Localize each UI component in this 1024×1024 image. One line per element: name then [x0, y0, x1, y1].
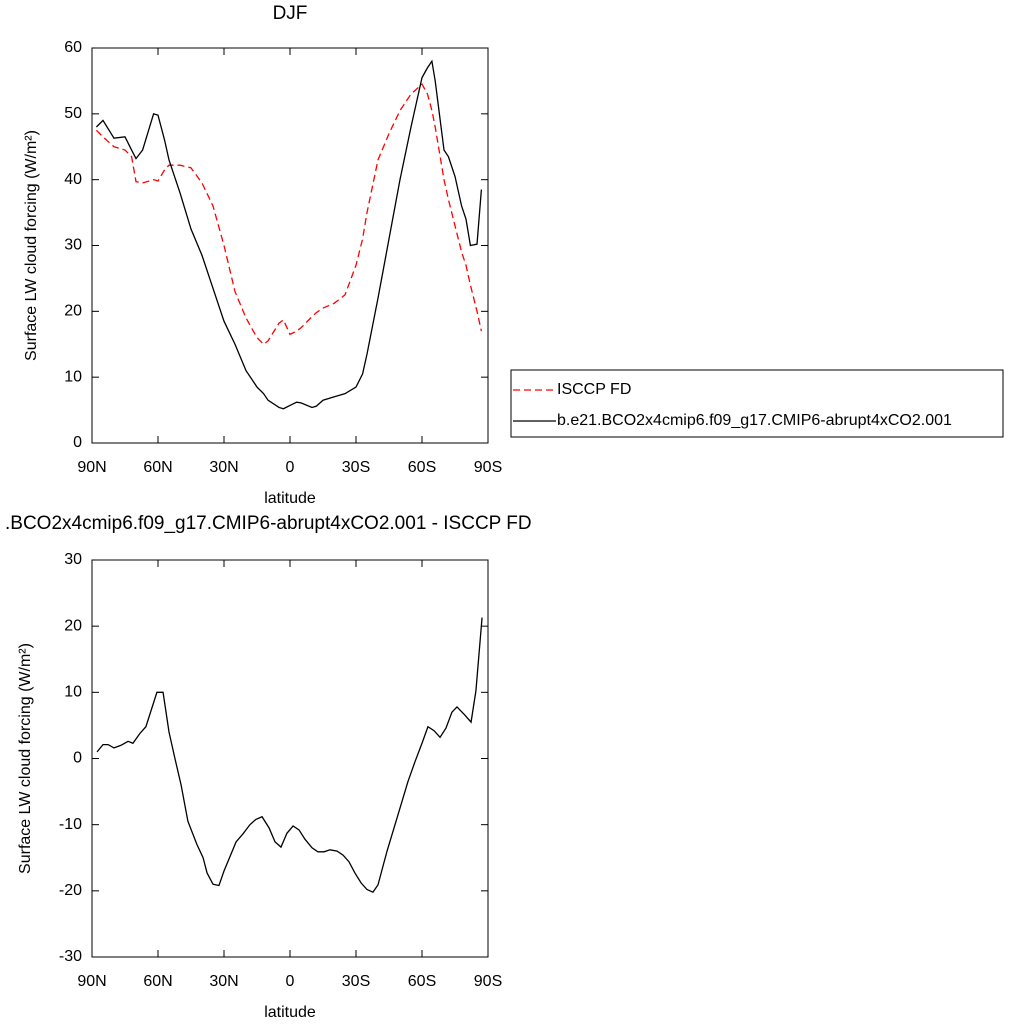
x-tick-label: 30S	[342, 459, 370, 476]
x-tick-label: 60S	[408, 459, 436, 476]
x-tick-label: 30N	[209, 459, 238, 476]
x-axis-label: latitude	[264, 490, 316, 507]
y-tick-label: 0	[73, 434, 82, 451]
plot-frame	[91, 47, 489, 444]
legend-label: b.e21.BCO2x4cmip6.f09_g17.CMIP6-abrupt4x…	[557, 412, 952, 429]
y-tick-label: 30	[64, 551, 82, 568]
y-tick-label: 10	[64, 684, 82, 701]
series-line	[95, 83, 483, 346]
y-tick-label: 10	[64, 368, 82, 385]
y-axis-label: Surface LW cloud forcing (W/m²)	[17, 643, 34, 874]
plot-frame	[91, 559, 489, 958]
y-tick-label: -10	[59, 816, 82, 833]
x-tick-label: 90S	[474, 459, 502, 476]
x-axis-label: latitude	[264, 1004, 316, 1021]
x-tick-label: 60N	[143, 459, 172, 476]
chart-title: .BCO2x4cmip6.f09_g17.CMIP6-abrupt4xCO2.0…	[5, 513, 532, 534]
series-line	[96, 617, 483, 893]
x-tick-label: 90S	[474, 973, 502, 990]
chart-title: DJF	[273, 3, 308, 24]
y-tick-label: 30	[64, 237, 82, 254]
y-tick-label: -30	[59, 948, 82, 965]
x-tick-label: 30S	[342, 973, 370, 990]
y-tick-label: 50	[64, 105, 82, 122]
x-tick-label: 60N	[143, 973, 172, 990]
y-tick-label: 20	[64, 617, 82, 634]
x-tick-label: 60S	[408, 973, 436, 990]
x-tick-label: 90N	[77, 459, 106, 476]
x-tick-label: 0	[286, 459, 295, 476]
series-line	[95, 59, 483, 410]
x-tick-label: 30N	[209, 973, 238, 990]
legend-box	[510, 369, 1004, 438]
x-tick-label: 90N	[77, 973, 106, 990]
y-axis-label: Surface LW cloud forcing (W/m²)	[23, 130, 40, 361]
legend-label: ISCCP FD	[557, 381, 631, 398]
y-tick-label: 0	[73, 750, 82, 767]
y-tick-label: 20	[64, 303, 82, 320]
y-tick-label: 60	[64, 39, 82, 56]
y-tick-label: -20	[59, 882, 82, 899]
x-tick-label: 0	[286, 973, 295, 990]
y-tick-label: 40	[64, 171, 82, 188]
